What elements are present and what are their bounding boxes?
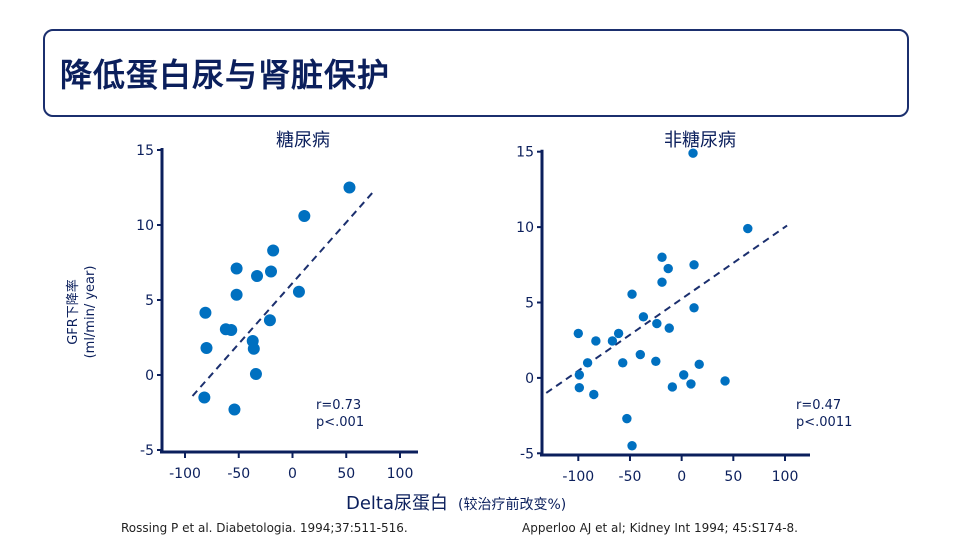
data-point [688,148,698,158]
y-axis-label-line1: GFR下降率 [66,279,81,345]
x-tick-label: 0 [288,466,297,482]
x-tick-label: 50 [724,469,742,485]
y-tick-label: 5 [525,296,534,312]
data-point [292,285,305,298]
data-point [622,413,632,424]
x-tick-label: 100 [387,466,414,482]
data-point [664,323,674,333]
chart-title: 非糖尿病 [664,130,736,151]
data-point [689,260,699,270]
title-box [43,29,909,117]
y-tick-label: 15 [136,143,154,159]
x-tick-label: -50 [227,466,250,482]
data-point [251,270,264,282]
data-point [638,312,649,322]
y-tick-label: 10 [516,220,534,236]
trend-line [545,224,788,394]
data-point [230,288,243,301]
data-point [247,342,260,355]
x-tick-label: 100 [772,469,799,485]
y-tick-label: -5 [520,446,534,462]
data-point [298,210,311,222]
data-point [582,358,593,368]
data-point [265,265,277,278]
p-value: p<.001 [316,415,364,430]
data-point [267,244,280,257]
data-point [574,383,585,393]
data-point [343,181,356,194]
data-point [200,342,213,354]
citation-left: Rossing P et al. Diabetologia. 1994;37:5… [121,521,408,535]
y-axis-label-line2: (ml/min/ year) [83,265,98,359]
x-tick-label: 50 [337,466,355,482]
data-point [607,336,618,346]
data-point [618,358,628,368]
y-tick-label: 0 [145,368,154,384]
x-tick-label: -100 [562,469,594,485]
x-tick-label: -100 [169,466,201,482]
data-point [720,376,730,386]
y-tick-label: 0 [525,371,534,387]
y-tick-label: 5 [145,293,154,309]
data-point [199,306,212,319]
data-point [198,391,211,404]
data-point [652,318,662,329]
x-axis-label-main: Delta尿蛋白 [346,493,449,514]
citation-right: Apperloo AJ et al; Kidney Int 1994; 45:S… [522,521,798,535]
data-point [627,441,637,451]
y-tick-label: 10 [136,218,154,234]
x-axis-label: Delta尿蛋白 (较治疗前改变%) [346,489,566,515]
data-point [613,328,624,339]
data-point [635,349,646,360]
page-title: 降低蛋白尿与肾脏保护 [60,56,391,94]
x-tick-label: -50 [619,469,642,485]
r-value: r=0.47 [796,398,841,413]
data-point [667,382,678,392]
data-point [573,328,583,339]
y-tick-label: -5 [140,443,154,459]
p-value: p<.0011 [796,415,852,430]
data-point [663,263,673,274]
data-point [657,252,667,262]
y-axis-label: GFR下降率 (ml/min/ year) [65,252,99,372]
data-point [743,223,753,234]
trend-line [191,191,374,397]
r-value: r=0.73 [316,398,361,413]
data-point [694,359,704,370]
x-axis-label-sub: (较治疗前改变%) [458,497,567,513]
data-point [591,336,601,346]
data-point [651,356,661,367]
data-point [657,277,667,287]
data-point [686,379,696,389]
data-point [574,370,585,380]
data-point [627,289,637,299]
data-point [230,262,243,275]
data-point [225,324,238,336]
data-point [263,314,276,327]
data-point [679,370,689,380]
data-point [689,303,699,313]
y-tick-label: 15 [516,145,534,161]
chart-title: 糖尿病 [276,130,330,151]
data-point [249,367,262,380]
data-point [589,389,599,400]
x-tick-label: 0 [677,469,686,485]
data-point [228,403,241,416]
